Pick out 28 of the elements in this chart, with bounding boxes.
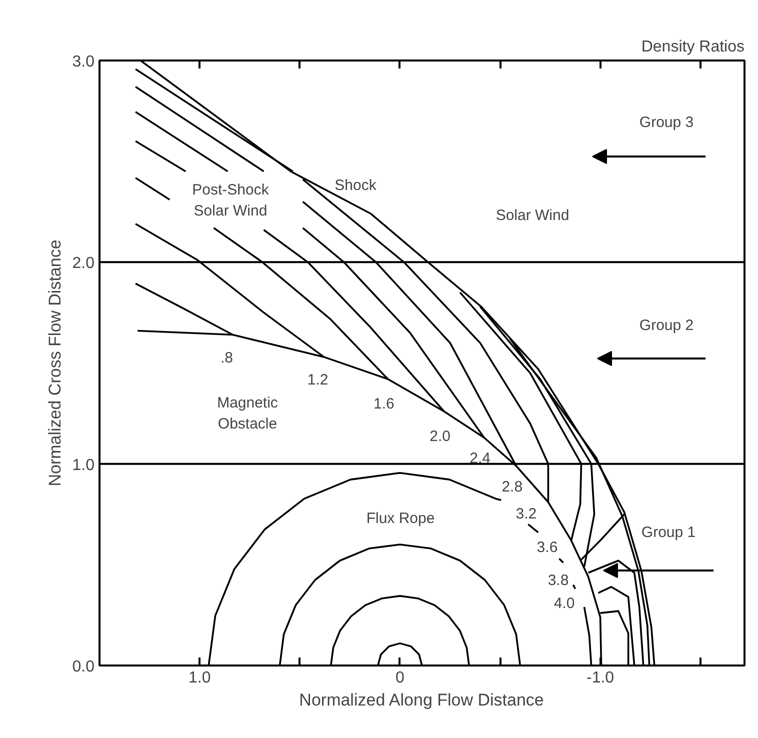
- y-tick-label: 0.0: [72, 658, 95, 676]
- annotation: 1.2: [307, 371, 328, 388]
- annotation: Group 3: [639, 114, 694, 131]
- y-tick-label: 2.0: [72, 255, 95, 272]
- annotation: .8: [220, 349, 233, 366]
- x-tick-label: -1.0: [586, 670, 614, 686]
- annotation: 2.0: [430, 428, 450, 445]
- x-tick-label: 1.0: [188, 670, 211, 686]
- chart-title: Density Ratios: [641, 38, 745, 56]
- x-tick-label: 0: [396, 670, 405, 686]
- annotation: Magnetic Obstacle: [217, 394, 278, 433]
- y-axis-title: Normalized Cross Flow Distance: [45, 240, 64, 486]
- annotation: 2.4: [470, 450, 491, 468]
- annotation: 4.0: [554, 595, 575, 612]
- y-tick-label: 3.0: [72, 54, 95, 70]
- annotation: Post-Shock Solar Wind: [192, 181, 270, 220]
- annotation: Solar Wind: [496, 207, 570, 224]
- annotation: 1.6: [374, 396, 394, 413]
- annotation: Group 1: [641, 524, 696, 541]
- annotation: Flux Rope: [366, 510, 435, 527]
- annotation: 3.6: [536, 538, 558, 556]
- annotation: 2.8: [502, 478, 523, 496]
- annotation: 3.8: [548, 572, 569, 590]
- annotation: Shock: [334, 177, 377, 194]
- x-axis-title: Normalized Along Flow Distance: [299, 690, 544, 710]
- y-tick-label: 1.0: [72, 456, 95, 474]
- annotation: 3.2: [516, 506, 537, 523]
- annotation: Group 2: [639, 317, 694, 334]
